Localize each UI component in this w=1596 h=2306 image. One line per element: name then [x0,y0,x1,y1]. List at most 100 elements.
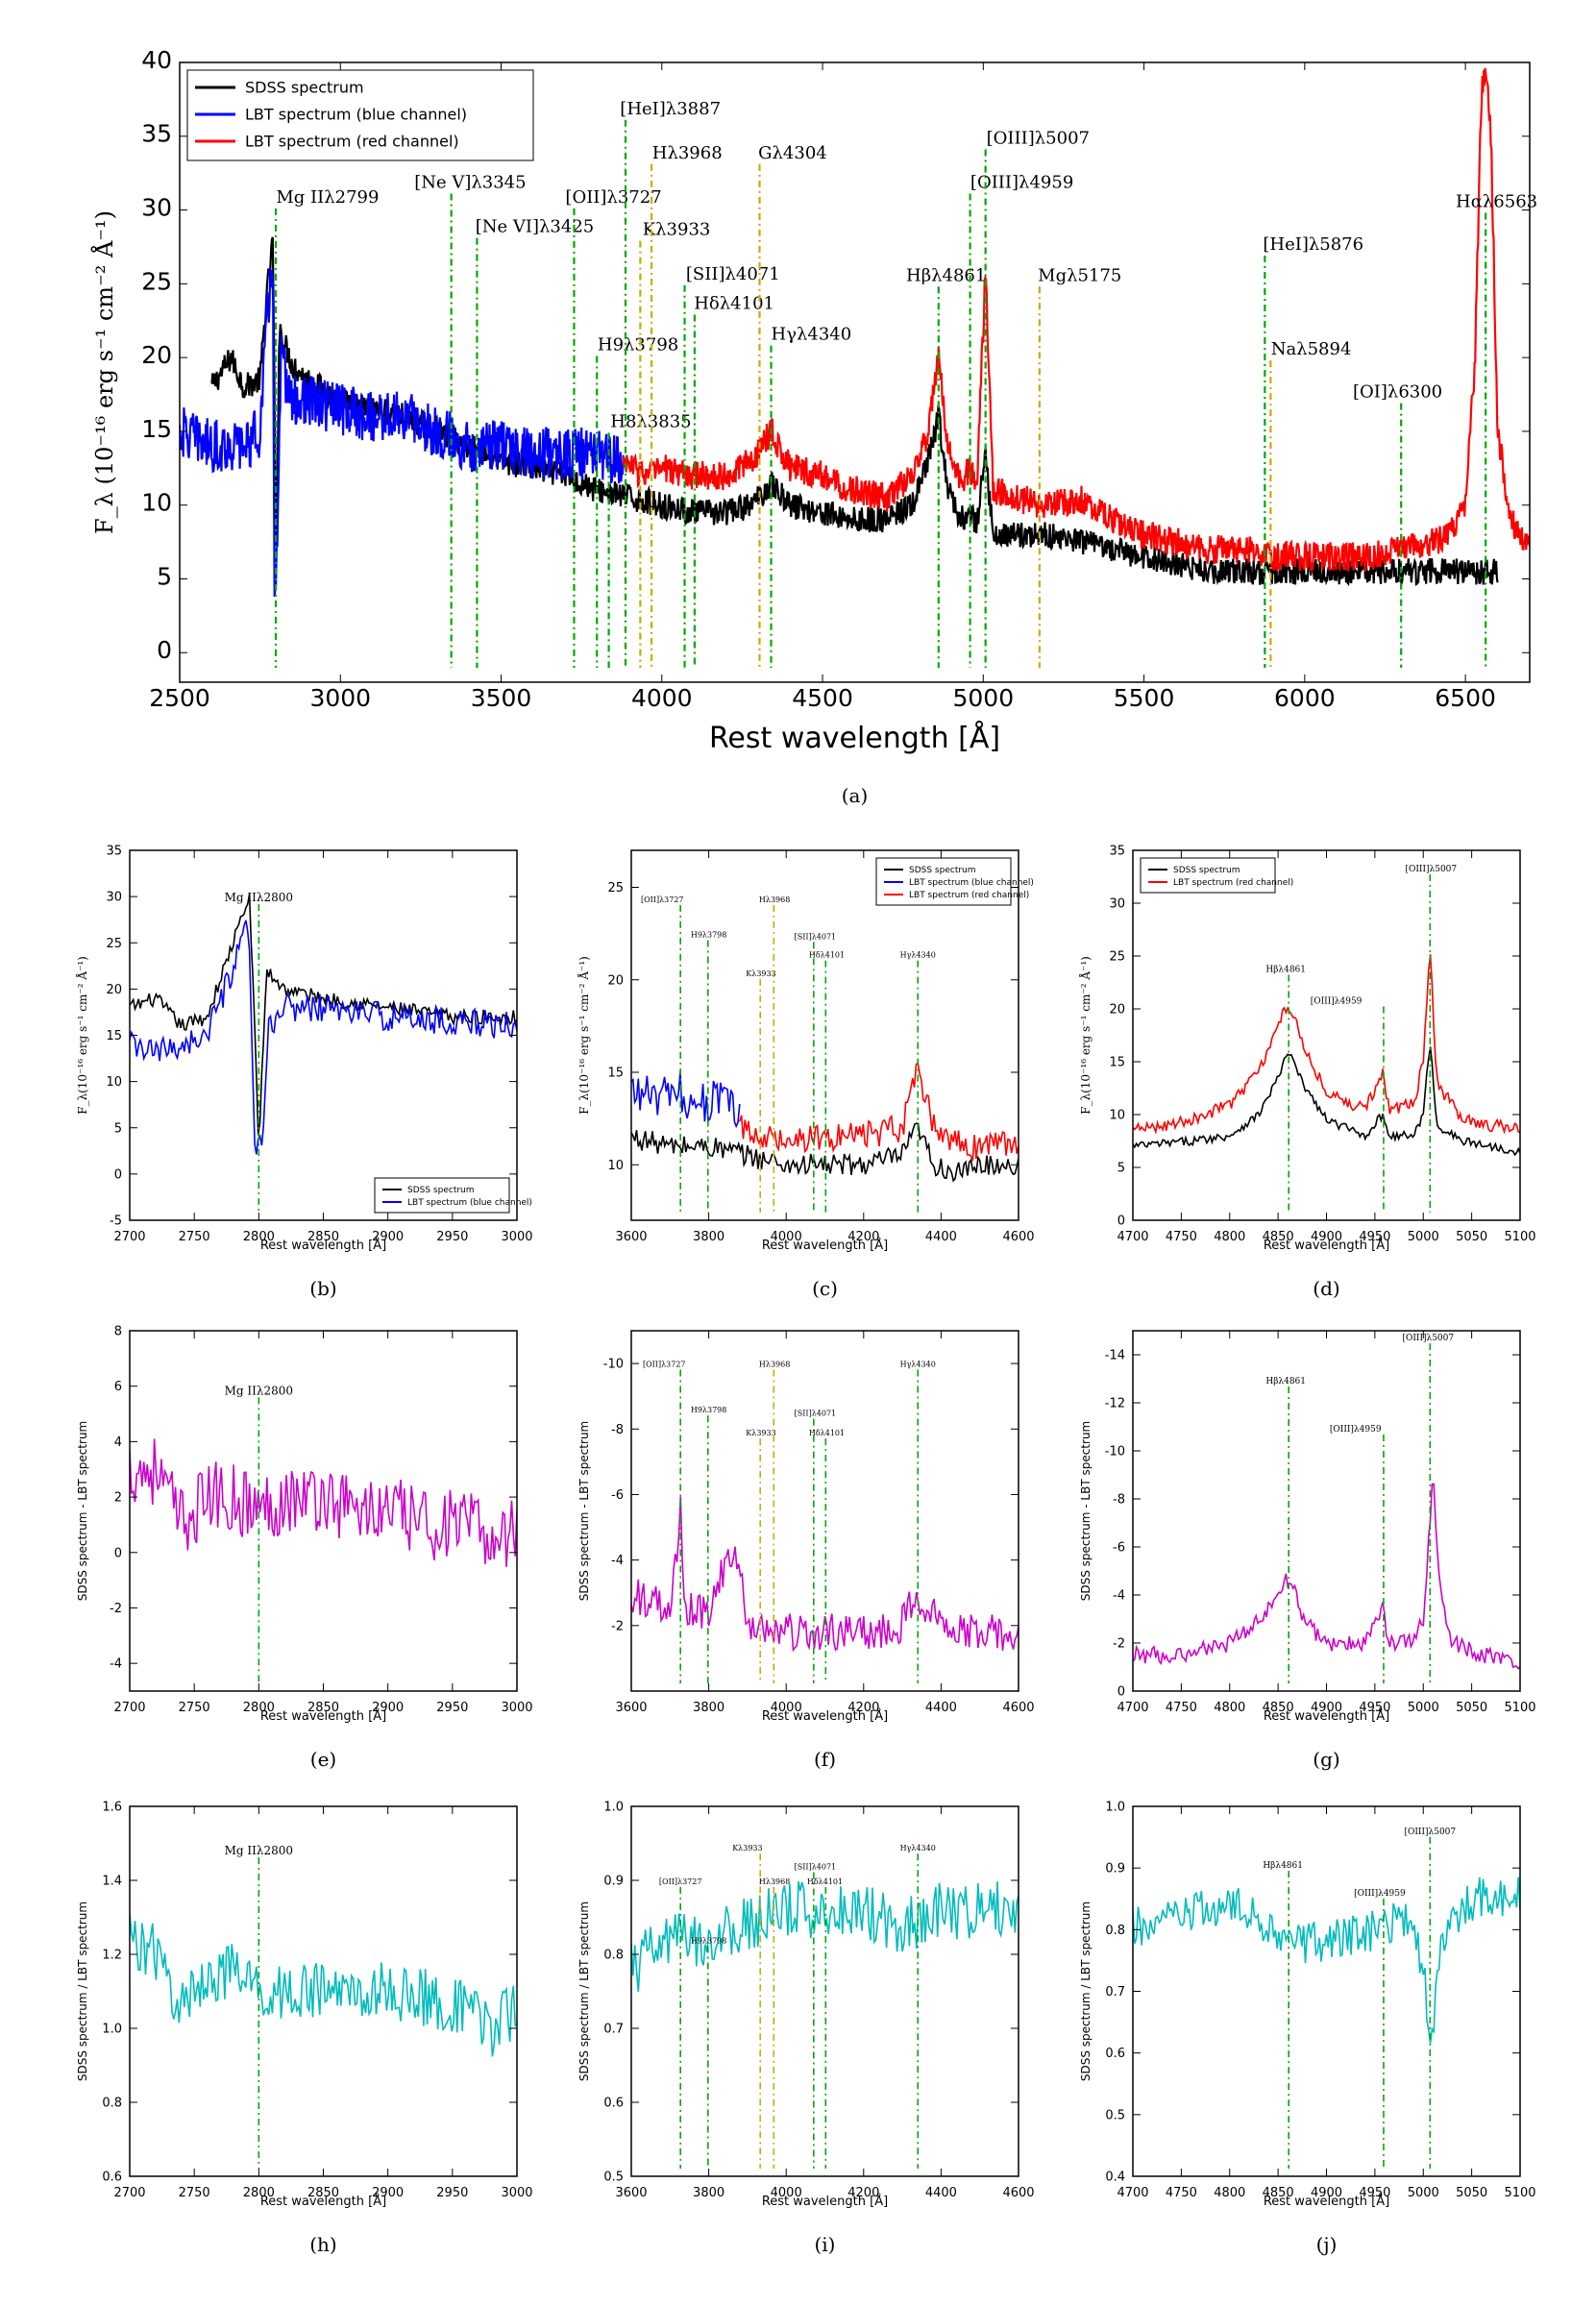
x-tick-label: 5050 [1456,2186,1487,2200]
x-tick-label: 4800 [1214,1701,1245,1715]
x-tick-label: 4850 [1263,1230,1294,1244]
legend-entry: LBT spectrum (blue channel) [245,106,467,124]
line-label: Hβλ4861 [1263,1861,1303,1871]
line-label: Hλ3968 [759,1361,790,1369]
line-label: [OII]λ3727 [565,187,661,208]
x-tick-label: 3600 [615,1701,647,1715]
x-tick-label: 2500 [149,684,210,712]
x-tick-label: 4400 [925,2186,957,2200]
y-tick-label: -14 [1105,1349,1125,1363]
y-tick-label: 20 [1109,1003,1125,1018]
y-tick-label: 30 [106,891,122,905]
series-line-lbt-spectrum-blue-channel- [180,267,625,598]
y-tick-label: 0 [1117,1685,1125,1700]
series-line-lbt-spectrum-red-channel- [1133,954,1520,1135]
x-tick-label: 2850 [307,2186,339,2200]
series-line-sdss-spectrum [130,894,517,1136]
line-label: Mgλ5175 [1038,265,1121,285]
series-line-sdss-spectrum-lbt-spectrum [1133,1483,1520,1670]
y-tick-label: -8 [1113,1493,1125,1508]
x-tick-label: 4950 [1359,1701,1390,1715]
x-tick-label: 3800 [693,1230,724,1244]
panel-e: Mg IIλ2800 2700 2750 2800 2850 2900 2950 3000 -4… [76,1325,533,1771]
y-tick-label: 25 [1109,950,1125,965]
line-label: [OIII]λ4959 [1330,1425,1382,1435]
x-tick-label: 4850 [1263,2186,1294,2200]
x-tick-label: 4800 [1214,2186,1245,2200]
line-label: Hβλ4861 [1265,1377,1306,1386]
x-tick-label: 2900 [372,1701,404,1715]
y-tick-label: 5 [114,1121,122,1136]
y-tick-label: 1.6 [102,1801,122,1815]
y-tick-label: -4 [611,1554,624,1568]
x-tick-label: 4600 [1002,2186,1034,2200]
y-tick-label: 4 [114,1435,122,1450]
panel-caption: (b) [309,1277,336,1300]
x-tick-label: 2900 [372,2186,404,2200]
line-label: [OII]λ3727 [641,895,684,904]
panel-caption: (f) [814,1748,836,1771]
x-tick-label: 5050 [1456,1701,1487,1715]
x-tick-label: 5100 [1504,2186,1535,2200]
y-tick-label: -5 [110,1214,122,1229]
line-label: [Ne V]λ3345 [414,173,526,193]
line-label: Hδλ4101 [809,1429,845,1437]
legend-entry: SDSS spectrum [1173,866,1240,875]
y-tick-label: 40 [141,46,172,74]
line-label: Hλ3968 [759,895,790,904]
y-axis-label: SDSS spectrum / LBT spectrum [1079,1901,1093,2081]
y-tick-label: -4 [1113,1589,1125,1604]
series-line-sdss-spectrum-lbt-spectrum [130,1438,517,1567]
y-tick-label: 0.5 [1105,2108,1125,2122]
x-tick-label: 4950 [1359,2186,1390,2200]
y-tick-label: 0.6 [1105,2047,1125,2061]
y-tick-label: 0.7 [603,2023,624,2037]
y-tick-label: -6 [611,1488,624,1503]
x-tick-label: 3500 [471,684,532,712]
line-label: [SII]λ4071 [795,1410,836,1418]
panel-caption: (d) [1313,1277,1339,1300]
x-axis-label: Rest wavelength [Å] [762,1238,888,1253]
line-label: Hγλ4340 [900,1844,936,1852]
y-tick-label: 6 [114,1380,122,1394]
y-tick-label: 10 [141,489,172,517]
y-tick-label: 0 [114,1546,122,1560]
series-line-lbt-spectrum-red-channel- [739,1062,1019,1162]
line-label: [OIII]λ5007 [1405,865,1457,874]
legend-entry: SDSS spectrum [245,79,364,97]
x-axis-label: Rest wavelength [Å] [260,1708,386,1724]
legend-box [186,69,534,161]
panel-a: Mg IIλ2799 [Ne V]λ3345 [Ne VI]λ3425 [OII]λ3… [90,46,1537,807]
y-tick-label: 20 [106,983,122,997]
x-tick-label: 5000 [1408,1701,1439,1715]
x-tick-label: 4600 [1002,1230,1034,1244]
x-tick-label: 5100 [1504,1230,1535,1244]
y-tick-label: -6 [1113,1541,1125,1556]
x-tick-label: 6000 [1274,684,1336,712]
line-label: Naλ5894 [1271,339,1352,359]
panel-h: Mg IIλ2800 2700 2750 2800 2850 2900 2950 3000 0.… [76,1801,533,2256]
panel-g: Hβλ4861 [OIII]λ4959 [OIII]λ5007 4700 4750 480… [1079,1330,1536,1771]
y-tick-label: 15 [141,415,172,443]
y-tick-label: 35 [141,120,172,148]
line-label: [HeI]λ3887 [620,99,721,119]
y-tick-label: -12 [1105,1397,1125,1411]
y-tick-label: 15 [1109,1056,1125,1070]
x-tick-label: 4900 [1311,2186,1342,2200]
legend-entry: SDSS spectrum [909,866,976,875]
x-tick-label: 2700 [113,1230,145,1244]
y-axis-label: SDSS spectrum - LBT spectrum [76,1421,89,1602]
line-label: H9λ3798 [691,1406,727,1414]
line-label: [OI]λ6300 [1353,382,1442,403]
line-label: [OIII]λ4959 [970,173,1073,193]
line-label: Mg IIλ2799 [276,187,379,208]
axes-frame [630,1330,1019,1692]
series-line-sdss-spectrum [631,1122,1019,1183]
legend-entry: LBT spectrum (blue channel) [407,1198,532,1208]
line-label: Hβλ4861 [1265,966,1306,975]
line-label: [SII]λ4071 [795,1862,836,1871]
series-line-sdss-spectrum-lbt-spectrum [631,1880,1019,1992]
x-tick-label: 5000 [1408,2186,1439,2200]
line-label: Kλ3933 [732,1844,762,1852]
x-tick-label: 3600 [615,2186,647,2200]
